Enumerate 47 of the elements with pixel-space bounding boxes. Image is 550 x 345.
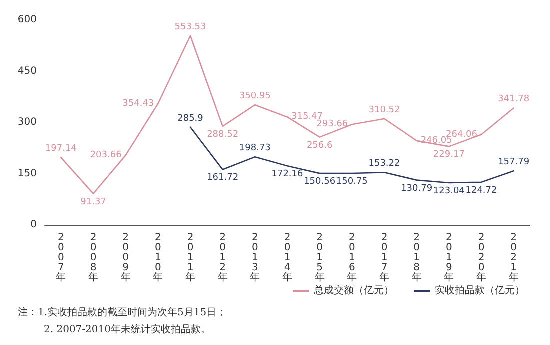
data-label: 341.78 <box>498 94 530 105</box>
x-tick-label: 2020年 <box>476 232 486 284</box>
data-label: 197.14 <box>45 144 78 154</box>
data-label: 124.72 <box>466 186 498 196</box>
text: 2. 2007-2010年未统计实收拍品款。 <box>44 324 211 336</box>
data-label: 203.66 <box>90 150 122 160</box>
data-label: 310.52 <box>368 105 400 116</box>
data-label: 256.6 <box>306 140 333 151</box>
x-tick-label: 2007年 <box>56 232 66 284</box>
x-tick-label: 2017年 <box>380 232 390 284</box>
data-label: 150.75 <box>336 176 368 187</box>
x-tick-label: 2013年 <box>250 232 260 284</box>
legend-label: 总成交额（亿元） <box>313 284 394 296</box>
x-tick-label: 2014年 <box>282 232 292 284</box>
data-label: 161.72 <box>207 173 239 184</box>
data-label: 198.73 <box>239 144 271 154</box>
x-tick-label: 2019年 <box>444 232 454 284</box>
data-label: 91.37 <box>80 197 106 208</box>
data-label: 293.66 <box>316 120 348 130</box>
x-tick-label: 2008年 <box>88 232 98 284</box>
data-label: 285.9 <box>178 114 204 124</box>
y-tick-label: 600 <box>18 14 37 26</box>
y-tick-label: 0 <box>30 220 37 230</box>
x-tick-label: 2011年 <box>186 232 196 284</box>
data-label: 350.95 <box>239 92 271 102</box>
y-tick-label: 150 <box>18 168 37 180</box>
x-tick-label: 2018年 <box>412 232 422 284</box>
data-label: 153.22 <box>368 159 400 170</box>
x-tick-label: 2012年 <box>218 232 228 284</box>
data-label: 354.43 <box>122 98 154 109</box>
data-label: 123.04 <box>433 186 466 196</box>
x-tick-label: 2009年 <box>120 232 131 284</box>
data-label: 229.17 <box>433 150 465 160</box>
y-tick-label: 300 <box>18 117 37 128</box>
y-tick-label: 450 <box>18 66 37 77</box>
text: 注：1.实收拍品款的截至时间为次年5月15日； <box>18 306 227 318</box>
data-label: 553.53 <box>174 22 206 32</box>
x-tick-label: 2010年 <box>153 232 164 284</box>
data-label: 157.79 <box>498 158 530 168</box>
x-tick-label: 2016年 <box>347 232 358 284</box>
legend-label: 实收拍品款（亿元） <box>435 284 525 296</box>
data-label: 150.56 <box>304 177 336 188</box>
x-tick-label: 2015年 <box>314 232 325 284</box>
data-label: 172.16 <box>272 170 304 180</box>
data-label: 130.79 <box>401 184 433 194</box>
x-tick-label: 2021年 <box>508 232 519 284</box>
data-label: 288.52 <box>207 130 239 140</box>
